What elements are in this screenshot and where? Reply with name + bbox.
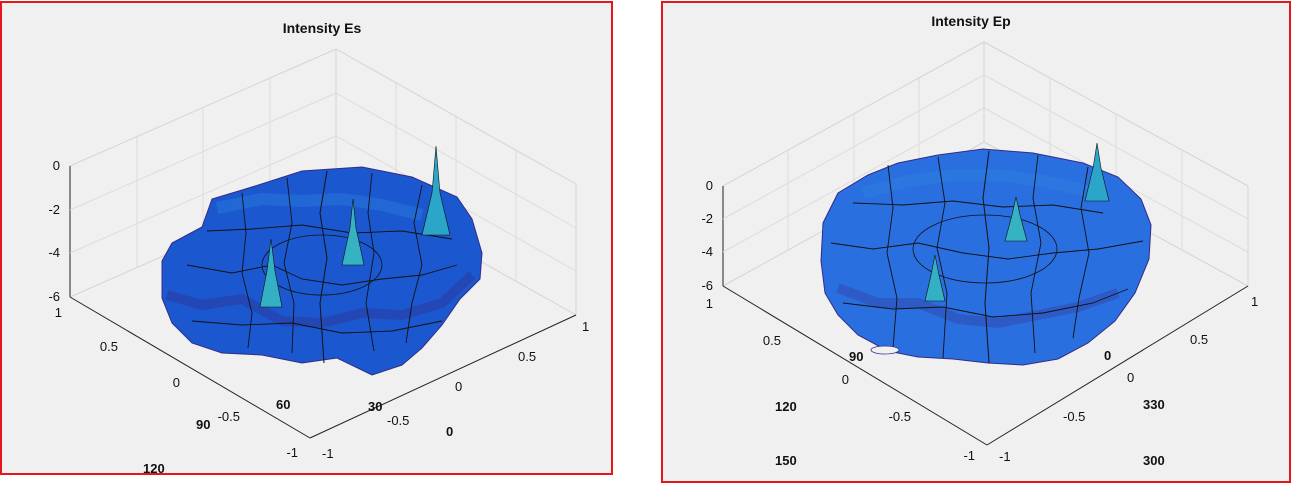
tick-label: 0 (53, 158, 60, 173)
tick-label: -0.5 (1063, 409, 1085, 424)
tick-label: 1 (1251, 294, 1258, 309)
peaks (259, 145, 451, 308)
plot-panel-es: Intensity Es (0, 1, 613, 475)
peaks (924, 142, 1110, 302)
peak-3 (924, 254, 946, 302)
tick-label: 1 (706, 296, 713, 311)
tick-label: -0.5 (218, 409, 240, 424)
peak-2 (341, 198, 365, 266)
polar-label: 330 (480, 470, 502, 475)
tick-label: 0.5 (1190, 332, 1208, 347)
x-tick-labels: -1 -0.5 0 0.5 1 (322, 319, 589, 461)
polar-label: 150 (775, 453, 797, 468)
polar-label: 300 (1143, 453, 1165, 468)
tick-label: -6 (701, 278, 713, 293)
surface-gap (870, 345, 900, 355)
tick-label: 0 (706, 178, 713, 193)
surface-body (161, 166, 483, 376)
tick-label: -0.5 (889, 409, 911, 424)
polar-label: 0 (446, 424, 453, 439)
polar-labels: 60 30 0 90 120 330 (143, 397, 502, 475)
tick-label: 0 (173, 375, 180, 390)
tick-label: 0 (455, 379, 462, 394)
y-tick-labels: 1 0.5 0 -0.5 -1 (55, 305, 298, 460)
tick-label: 1 (55, 305, 62, 320)
surface-mesh (161, 166, 483, 376)
chart-title: Intensity Ep (931, 13, 1010, 29)
tick-label: -1 (963, 448, 975, 463)
chart-title: Intensity Es (283, 20, 362, 36)
x-tick-labels: -1 -0.5 0 0.5 1 (999, 294, 1258, 464)
tick-label: 0 (842, 372, 849, 387)
polar-label: 120 (143, 461, 165, 475)
tick-label: -2 (48, 202, 60, 217)
polar-label: 120 (775, 399, 797, 414)
z-tick-labels: 0 -2 -4 -6 (48, 158, 60, 304)
tick-label: -1 (322, 446, 334, 461)
surface-plot-ep: Intensity Ep (701, 13, 1258, 468)
tick-label: 0 (1127, 370, 1134, 385)
tick-label: 1 (582, 319, 589, 334)
polar-label: 90 (849, 349, 863, 364)
polar-label: 90 (196, 417, 210, 432)
tick-label: -2 (701, 211, 713, 226)
y-tick-labels: 1 0.5 0 -0.5 -1 (706, 296, 975, 463)
tick-label: -1 (999, 449, 1011, 464)
polar-label: 30 (368, 399, 382, 414)
peak-1 (1084, 142, 1110, 202)
z-tick-labels: 0 -2 -4 -6 (701, 178, 713, 293)
tick-label: -0.5 (387, 413, 409, 428)
tick-label: 0.5 (100, 339, 118, 354)
surface-body (820, 148, 1152, 366)
peak-3 (259, 238, 283, 308)
polar-label: 330 (1143, 397, 1165, 412)
tick-label: -4 (701, 244, 713, 259)
peak-2 (1004, 196, 1028, 242)
surface-plot-es: Intensity Es (48, 20, 589, 475)
plot-panel-ep: Intensity Ep (661, 1, 1291, 483)
tick-label: -4 (48, 245, 60, 260)
polar-label: 60 (276, 397, 290, 412)
polar-label: 0 (1104, 348, 1111, 363)
tick-label: 0.5 (763, 333, 781, 348)
tick-label: -6 (48, 289, 60, 304)
polar-labels: 90 120 150 0 330 300 (775, 348, 1165, 468)
tick-label: -1 (286, 445, 298, 460)
peak-1 (421, 145, 451, 236)
surface-mesh (820, 148, 1152, 366)
tick-label: 0.5 (518, 349, 536, 364)
